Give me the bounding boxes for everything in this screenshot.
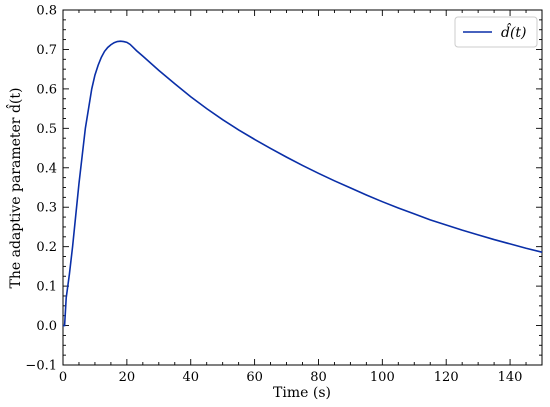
y-tick-label: 0.7 bbox=[36, 43, 57, 58]
y-tick-label: −0.1 bbox=[25, 359, 57, 374]
y-axis-label: The adaptive parameter d̂(t) bbox=[5, 88, 24, 289]
y-tick-label: 0.6 bbox=[36, 82, 57, 97]
legend-label: d̂(t) bbox=[501, 22, 527, 41]
y-tick-label: 0.0 bbox=[36, 319, 57, 334]
x-tick-label: 140 bbox=[498, 370, 523, 385]
x-tick-label: 40 bbox=[182, 370, 199, 385]
x-axis-label: Time (s) bbox=[273, 385, 331, 401]
x-tick-label: 100 bbox=[370, 370, 395, 385]
y-tick-label: 0.8 bbox=[36, 4, 57, 19]
axis-ticks bbox=[62, 9, 543, 366]
x-tick-label: 0 bbox=[59, 370, 67, 385]
axis-tick-labels: 0 20 40 60 80 100 120 140 −0.1 0.0 0.1 0.2 0.3 0.4 0.5… bbox=[25, 4, 522, 386]
plot-area-frame bbox=[62, 9, 543, 366]
x-tick-label: 80 bbox=[310, 370, 327, 385]
x-tick-label: 120 bbox=[434, 370, 459, 385]
x-tick-label: 60 bbox=[246, 370, 263, 385]
y-tick-label: 0.1 bbox=[36, 280, 57, 295]
y-tick-label: 0.3 bbox=[36, 201, 57, 216]
series-line-d-hat bbox=[63, 40, 543, 327]
legend: d̂(t) bbox=[454, 16, 538, 48]
x-tick-label: 20 bbox=[119, 370, 136, 385]
legend-box bbox=[454, 16, 538, 48]
y-tick-label: 0.5 bbox=[36, 122, 57, 137]
y-tick-label: 0.2 bbox=[36, 240, 57, 255]
y-tick-label: 0.4 bbox=[36, 161, 57, 176]
